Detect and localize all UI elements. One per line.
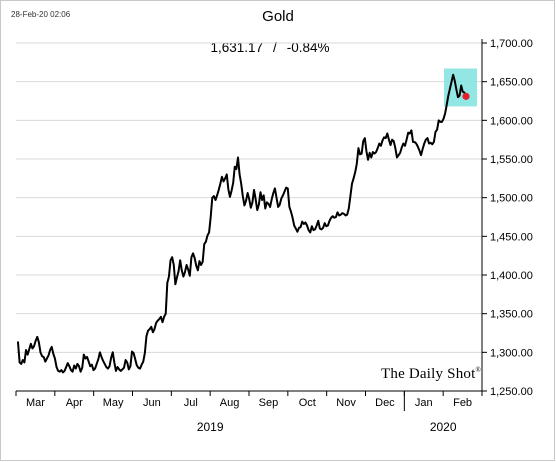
price-quote: 1,631.17 / -0.84% (0, 40, 540, 55)
quote-change: -0.84% (286, 40, 330, 55)
y-tick-label: 1,500.00 (490, 193, 533, 205)
watermark-logo: The Daily Shot® (381, 366, 481, 382)
x-tick-label: Dec (375, 397, 395, 409)
x-tick-label: Aug (220, 397, 240, 409)
timestamp: 28-Feb-20 02:06 (11, 10, 71, 19)
y-tick-label: 1,350.00 (490, 309, 533, 321)
y-tick-label: 1,600.00 (490, 115, 533, 127)
quote-separator: / (273, 40, 277, 55)
gridlines (16, 42, 482, 392)
x-tick-label: Oct (299, 397, 316, 409)
y-tick-label: 1,250.00 (490, 386, 533, 398)
x-tick-label: Mar (26, 397, 45, 409)
x-tick-label: Jul (184, 397, 198, 409)
y-tick-label: 1,450.00 (490, 231, 533, 243)
x-tick-label: Jan (415, 397, 433, 409)
quote-price: 1,631.17 (210, 40, 263, 55)
x-tick-label: May (103, 397, 124, 409)
x-tick-label: Jun (143, 397, 161, 409)
x-tick-label: Nov (336, 397, 356, 409)
y-tick-label: 1,550.00 (490, 154, 533, 166)
y-tick-label: 1,400.00 (490, 270, 533, 282)
year-label: 2020 (430, 420, 457, 434)
x-axis-ticks: Mar Apr May Jun Jul Aug Sep Oct Nov Dec Jan Feb 2019… (15, 391, 483, 434)
y-tick-label: 1,300.00 (490, 347, 533, 359)
x-tick-label: Sep (259, 397, 279, 409)
y-tick-label: 1,700.00 (490, 38, 533, 50)
latest-price-marker (462, 92, 470, 100)
y-tick-label: 1,650.00 (490, 77, 533, 89)
chart-title: Gold (262, 8, 294, 25)
year-label: 2019 (197, 420, 224, 434)
x-tick-label: Feb (453, 397, 472, 409)
y-axis-ticks: 1,250.00 1,300.00 1,350.00 1,400.00 1,450.00… (482, 38, 533, 398)
x-tick-label: Apr (66, 397, 83, 409)
gold-price-line (17, 73, 467, 374)
